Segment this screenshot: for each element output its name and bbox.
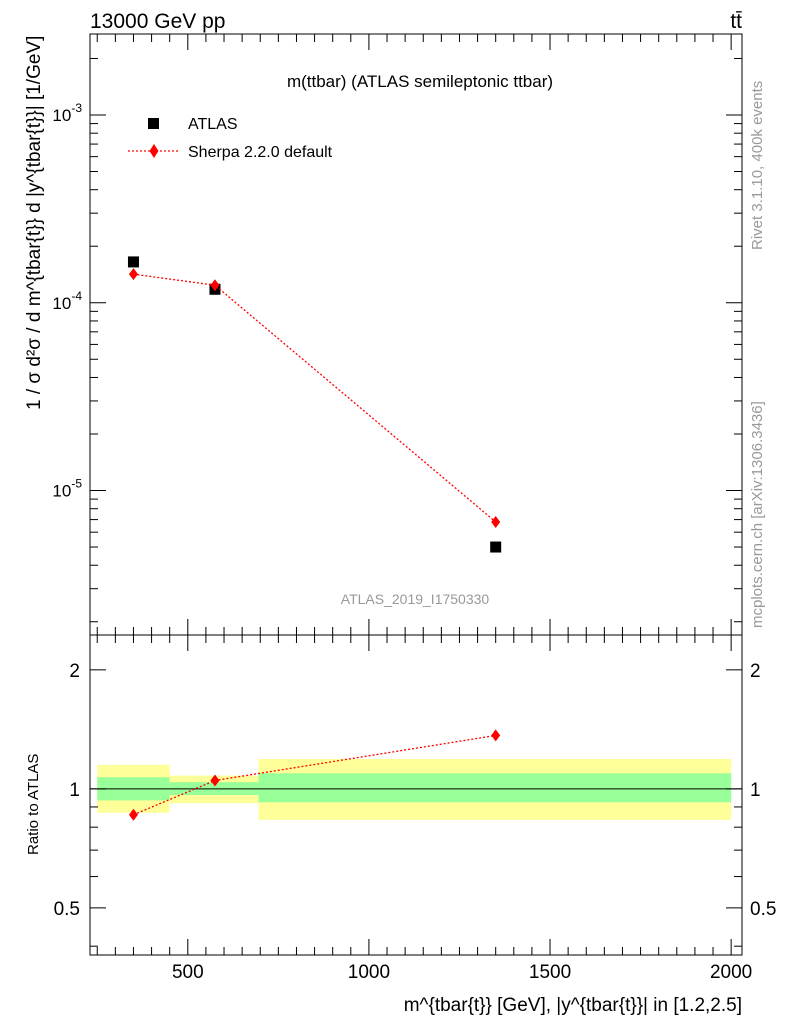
main-y-axis-label: 1 / σ d²σ / d m^{tbar{t}} d |y^{tbar{t}}… bbox=[24, 36, 45, 410]
ratio-y-tick-label-right: 0.5 bbox=[750, 899, 776, 920]
ratio-y-tick-label: 1 bbox=[69, 780, 80, 801]
ratio-y-axis-label: Ratio to ATLAS bbox=[25, 754, 42, 855]
ratio-y-tick-label-right: 2 bbox=[750, 661, 761, 682]
x-tick-label: 1500 bbox=[529, 962, 571, 983]
atlas-data-point bbox=[490, 541, 502, 553]
legend-sherpa-label: Sherpa 2.2.0 default bbox=[188, 144, 333, 161]
atlas-data-point bbox=[127, 256, 139, 268]
sherpa-line bbox=[133, 273, 497, 523]
sherpa-data-point bbox=[210, 279, 220, 292]
main-y-tick-label: 10-5 bbox=[52, 477, 82, 501]
legend: ATLAS Sherpa 2.2.0 default bbox=[128, 116, 333, 161]
x-tick-label: 500 bbox=[172, 962, 204, 983]
main-panel: m(ttbar) (ATLAS semileptonic ttbar) 10-5… bbox=[24, 33, 743, 636]
rivet-label: Rivet 3.1.10, 400k events bbox=[749, 81, 766, 250]
legend-sherpa-marker bbox=[149, 144, 159, 158]
main-series-group bbox=[127, 256, 502, 553]
main-y-tick-exponent: -3 bbox=[71, 101, 82, 115]
ratio-axis-ticks: 0.5 0.5 1 1 2 2 500 1000 1500 2000 bbox=[54, 635, 776, 983]
ratio-panel: 0.5 0.5 1 1 2 2 500 1000 1500 2000 Ratio to ATLAS… bbox=[25, 634, 776, 1016]
x-axis-label: m^{tbar{t}} [GeV], |y^{tbar{t}}| in [1.2… bbox=[404, 995, 742, 1016]
ratio-sherpa-point bbox=[491, 729, 501, 742]
analysis-watermark: ATLAS_2019_I1750330 bbox=[341, 591, 490, 607]
ratio-y-tick-label-right: 1 bbox=[750, 780, 761, 801]
mcplots-label: mcplots.cern.ch [arXiv:1306.3436] bbox=[749, 401, 766, 628]
x-tick-label: 1000 bbox=[348, 962, 390, 983]
main-axis-ticks: 10-5 10-4 10-3 bbox=[52, 34, 742, 635]
ratio-y-tick-label: 0.5 bbox=[54, 899, 80, 920]
main-y-tick-exponent: -5 bbox=[71, 477, 82, 491]
main-title: m(ttbar) (ATLAS semileptonic ttbar) bbox=[287, 72, 553, 91]
ratio-y-tick-label: 2 bbox=[69, 661, 80, 682]
sherpa-data-point bbox=[491, 515, 501, 528]
green-uncertainty-band bbox=[258, 773, 732, 803]
ratio-sherpa-point bbox=[128, 808, 138, 821]
main-y-tick-exponent: -4 bbox=[71, 289, 82, 303]
ratio-sherpa-point bbox=[210, 774, 220, 787]
sherpa-data-point bbox=[128, 268, 138, 281]
main-y-tick-label: 10-3 bbox=[52, 101, 82, 125]
ratio-frame bbox=[89, 634, 743, 956]
legend-atlas-label: ATLAS bbox=[188, 116, 238, 133]
ratio-series-group bbox=[128, 729, 501, 821]
legend-atlas-marker bbox=[148, 118, 159, 129]
x-tick-label: 2000 bbox=[710, 962, 752, 983]
energy-label: 13000 GeV pp bbox=[90, 10, 225, 33]
main-y-tick-label: 10-4 bbox=[52, 289, 82, 313]
process-label: tt̄ bbox=[730, 10, 742, 33]
